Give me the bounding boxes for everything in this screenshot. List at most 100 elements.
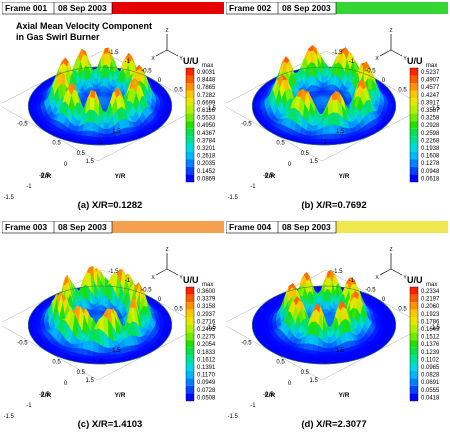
zr-tick-label: 1.5 (112, 129, 121, 135)
surface-patch (322, 354, 329, 358)
colorbar-value: 0.2275 (197, 335, 216, 341)
colorbar-swatch (186, 363, 194, 371)
frame-date: 08 Sep 2003 (58, 222, 107, 232)
frame-header-label-box (226, 221, 337, 234)
frame-header-label-box (2, 2, 113, 15)
colorbar-swatch (410, 166, 418, 175)
legend-title: U/U (407, 275, 423, 285)
colorbar-value: 0.2060 (421, 304, 440, 310)
colorbar-swatch (410, 325, 418, 333)
colorbar-value: 0.0869 (197, 176, 216, 182)
colorbar-value: 0.1786 (421, 319, 440, 325)
triad-y-axis (390, 49, 403, 57)
colorbar-swatch (410, 287, 418, 295)
colorbar-swatch (186, 294, 194, 303)
yr-axis-title: Y/R (339, 392, 350, 399)
colorbar-swatch (410, 90, 418, 99)
surface-patch (98, 328, 105, 348)
coordinate-triad: ZX Y (375, 28, 407, 62)
zr-tick-label: -0.5 (263, 392, 274, 398)
panel-a: Frame 001 08 Sep 2003 Axial Mean Velocity … (2, 2, 224, 220)
yr-tick-label: 1.5 (208, 325, 217, 331)
colorbar-swatch (410, 340, 418, 348)
surface-patch (103, 122, 110, 130)
frame-header: Frame 004 08 Sep 2003 (226, 221, 448, 234)
colorbar-swatch (186, 385, 194, 394)
xr-tick-label: 0.5 (52, 359, 61, 365)
triad-z-label: Z (165, 28, 168, 34)
surface-patch (367, 78, 373, 90)
surface-patch (327, 347, 334, 353)
colorbar-value: 0.5237 (421, 70, 440, 76)
coordinate-triad: ZX Y (151, 247, 183, 281)
surface-patch (252, 324, 257, 329)
colorbar-swatch (410, 136, 418, 144)
surface-patch (328, 133, 336, 140)
surface-patch (163, 106, 168, 111)
legend-title-sub: max (202, 282, 213, 288)
colorbar-value: 0.1512 (421, 335, 440, 341)
coordinate-triad: ZX Y (151, 28, 183, 62)
surface-patch (159, 321, 164, 326)
colorbar-swatch (186, 144, 194, 152)
frame-label: Frame 002 (229, 3, 271, 13)
colorbar-value: 0.3587 (421, 108, 440, 114)
yr-tick-label: -1.5 (332, 269, 343, 275)
colorbar-swatch (186, 166, 194, 175)
yr-tick-label: 1.5 (432, 106, 441, 112)
colorbar-value: 0.1170 (197, 373, 216, 379)
yr-tick-label: -0.5 (141, 69, 152, 75)
surface-patch (322, 133, 330, 140)
surface-mesh (28, 47, 172, 146)
yr-tick-label: 0.5 (398, 306, 407, 312)
panel-d: Frame 004 08 Sep 2003 -1.5 -1.5 -1 -1 -0.5 -0.5… (226, 221, 448, 439)
xr-tick-label: 1.5 (309, 159, 318, 165)
legend-title-sub: max (202, 63, 213, 69)
colorbar-swatch (186, 174, 194, 182)
surface-patch (163, 325, 168, 330)
surface-patch (260, 320, 265, 325)
panel-c: Frame 003 08 Sep 2003 -1.5 -1.5 -1 -1 -0.5 -0.5… (2, 221, 224, 439)
colorbar-value: 0.0418 (421, 395, 440, 401)
colorbar-value: 0.6116 (197, 108, 216, 114)
zr-tick-label: 1.5 (112, 348, 121, 354)
colorbar-value: 0.4907 (421, 78, 440, 84)
surface-patch (89, 96, 95, 111)
yr-tick-label: -0.5 (141, 288, 152, 294)
colorbar-legend: U/U max0.36000.33790.31580.29370.27160.24… (183, 275, 216, 401)
panel-b-plot: Frame 002 08 Sep 2003-1.5-1.5-1-1-0.5-0.5… (226, 2, 448, 211)
colorbar-value: 0.3917 (421, 100, 440, 106)
panel-d-plot: Frame 004 08 Sep 2003-1.5-1.5-1-1-0.5-0.5… (226, 221, 448, 430)
colorbar-frame (185, 286, 195, 402)
surface-patch (167, 102, 172, 107)
zr-tick-label: -0.5 (39, 392, 50, 398)
colorbar-value: 0.1923 (421, 312, 440, 318)
panel-caption: (a) X/R=0.1282 (78, 200, 143, 211)
zr-tick-label: 0.5 (301, 151, 310, 157)
xr-tick-label: -0.5 (241, 341, 252, 347)
zr-tick-label: -0.5 (39, 173, 50, 179)
panel-b: Frame 002 08 Sep 2003 -1.5 -1.5 -1 -1 -0.5 -0.5… (226, 2, 448, 220)
colorbar-value: 0.0949 (197, 380, 216, 386)
zr-tick-label: -1.5 (227, 195, 238, 201)
zr-tick-label: 0 (64, 162, 68, 168)
colorbar-frame (409, 67, 419, 183)
frame-label: Frame 003 (5, 222, 47, 232)
surface-patch (326, 336, 332, 344)
colorbar-value: 0.0691 (421, 380, 440, 386)
colorbar-value: 0.8448 (197, 78, 216, 84)
colorbar-value: 0.2598 (421, 131, 440, 137)
zr-tick-label: 1 (323, 359, 327, 365)
xr-tick-label: -0.5 (17, 122, 28, 128)
surface-patch (264, 324, 269, 328)
colorbar-value: 0.4367 (197, 131, 216, 137)
surface-patch (163, 321, 168, 326)
frame-header: Frame 002 08 Sep 2003 (226, 2, 448, 15)
zr-tick-label: -1.5 (3, 195, 14, 201)
triad-x-label: X (151, 275, 155, 281)
surface-patch (28, 324, 33, 329)
legend-title-sub: max (426, 63, 437, 69)
xr-tick-label: 1.5 (85, 378, 94, 384)
surface-patch (98, 352, 105, 358)
